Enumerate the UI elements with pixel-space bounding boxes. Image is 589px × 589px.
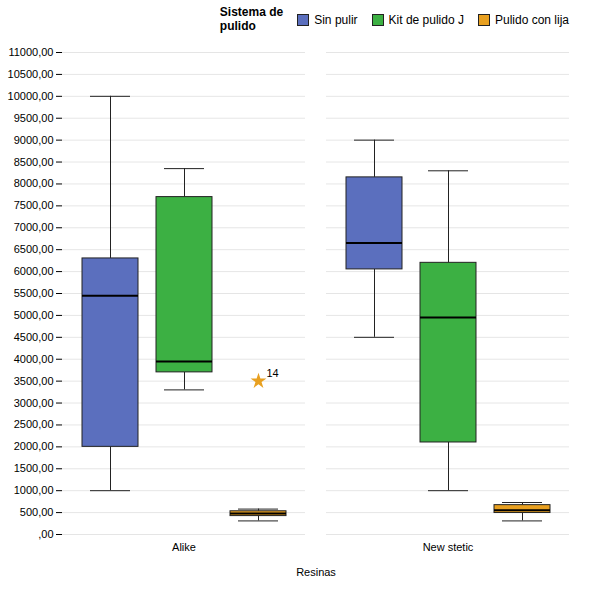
svg-text:Resinas: Resinas [296, 565, 336, 577]
html-text:Sin pulir: Sin pulir [314, 12, 358, 27]
html-text:Pulido con lija: Pulido con lija [495, 12, 569, 27]
svg-text:8000,00: 8000,00 [14, 177, 54, 189]
svg-text:500,00: 500,00 [20, 506, 54, 518]
svg-text:New stetic: New stetic [423, 541, 474, 553]
svg-text:1500,00: 1500,00 [14, 462, 54, 474]
svg-text:7000,00: 7000,00 [14, 221, 54, 233]
svg-text:,00: ,00 [38, 528, 53, 540]
svg-text:9500,00: 9500,00 [14, 111, 54, 123]
svg-text:3000,00: 3000,00 [14, 396, 54, 408]
svg-text:Alike: Alike [172, 541, 196, 553]
svg-text:11000,00: 11000,00 [8, 46, 53, 58]
svg-text:4000,00: 4000,00 [14, 352, 54, 364]
svg-text:2000,00: 2000,00 [14, 440, 54, 452]
svg-text:5500,00: 5500,00 [14, 287, 54, 299]
svg-text:7500,00: 7500,00 [14, 199, 54, 211]
svg-text:3500,00: 3500,00 [14, 374, 54, 386]
svg-text:4500,00: 4500,00 [14, 330, 54, 342]
svg-text:10500,00: 10500,00 [8, 68, 54, 80]
svg-text:2500,00: 2500,00 [14, 418, 54, 430]
svg-text:1000,00: 1000,00 [14, 484, 54, 496]
html-text:Sistema de pulido: Sistema de pulido [219, 5, 284, 33]
html-text:Kit de pulido J: Kit de pulido J [388, 12, 464, 27]
svg-text:9000,00: 9000,00 [14, 133, 54, 145]
svg-text:8500,00: 8500,00 [14, 155, 54, 167]
svg-text:6000,00: 6000,00 [14, 265, 54, 277]
svg-text:5000,00: 5000,00 [14, 309, 54, 321]
svg-text:10000,00: 10000,00 [8, 89, 54, 101]
svg-text:14: 14 [267, 366, 279, 378]
svg-text:6500,00: 6500,00 [14, 243, 54, 255]
